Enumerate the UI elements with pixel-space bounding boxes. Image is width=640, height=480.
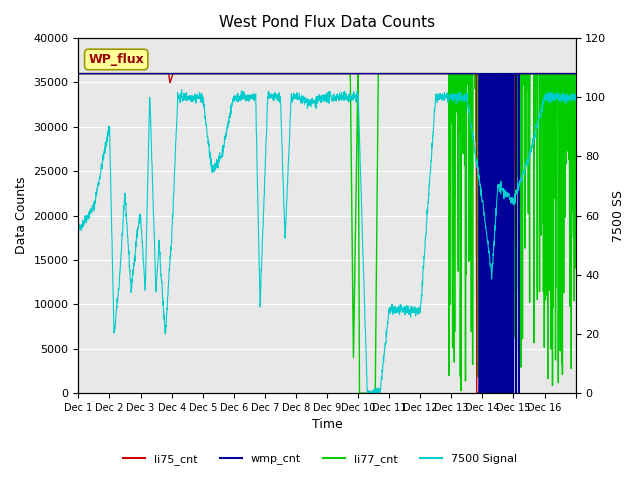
- Title: West Pond Flux Data Counts: West Pond Flux Data Counts: [219, 15, 435, 30]
- Legend: li75_cnt, wmp_cnt, li77_cnt, 7500 Signal: li75_cnt, wmp_cnt, li77_cnt, 7500 Signal: [118, 450, 522, 469]
- Y-axis label: Data Counts: Data Counts: [15, 177, 28, 254]
- X-axis label: Time: Time: [312, 419, 342, 432]
- Y-axis label: 7500 SS: 7500 SS: [612, 190, 625, 241]
- Text: WP_flux: WP_flux: [88, 53, 144, 66]
